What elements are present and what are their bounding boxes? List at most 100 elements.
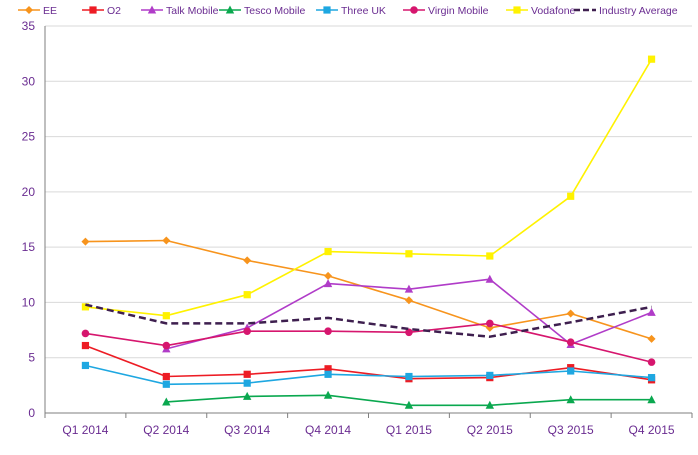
y-tick-label: 30: [22, 74, 36, 88]
x-tick-label: Q4 2014: [305, 423, 351, 437]
data-point-three-uk: [405, 372, 413, 381]
series-line-virgin-mobile: [85, 322, 652, 363]
series-line-vodafone: [85, 58, 653, 317]
legend-label: Three UK: [341, 5, 386, 17]
series-three-uk: [81, 361, 656, 388]
data-point-vodafone: [567, 192, 575, 200]
data-point-vodafone: [324, 247, 332, 256]
series-line-industry-average: [85, 303, 652, 338]
data-point-vodafone: [405, 250, 413, 258]
data-point-tesco-mobile: [566, 395, 575, 404]
data-point-three-uk: [647, 374, 656, 382]
x-axis-ticks: Q1 2014 Q2 2014 Q3 2014 Q4 2014 Q1 2015 Q2 20…: [62, 423, 674, 437]
data-point-ee: [324, 271, 333, 280]
legend-swatch-marker: [147, 5, 157, 14]
series-talk-mobile: [162, 274, 656, 353]
x-tick-label: Q1 2014: [62, 423, 108, 437]
y-tick-label: 25: [22, 130, 36, 144]
legend-swatch-marker: [89, 6, 97, 14]
data-point-ee: [243, 256, 252, 265]
legend: EE O2 Talk Mobile Tesco Mobile Three UK Virgi…: [18, 5, 678, 17]
data-point-vodafone: [81, 303, 90, 311]
legend-swatch-marker: [513, 6, 521, 14]
data-point-ee: [162, 236, 171, 245]
data-point-virgin-mobile: [566, 338, 575, 347]
data-point-tesco-mobile: [242, 391, 252, 400]
gridlines: [45, 25, 692, 359]
data-point-ee: [404, 296, 413, 305]
data-point-tesco-mobile: [485, 400, 495, 409]
data-point-virgin-mobile: [647, 358, 656, 366]
series-line-ee: [85, 239, 652, 340]
data-point-tesco-mobile: [647, 395, 656, 404]
data-point-three-uk: [567, 367, 575, 375]
series-tesco-mobile: [162, 390, 656, 409]
data-point-virgin-mobile: [405, 328, 413, 337]
data-point-virgin-mobile: [162, 341, 171, 350]
legend-item-virgin-mobile: Virgin Mobile: [403, 5, 489, 17]
x-tick-label: Q3 2015: [548, 423, 594, 437]
data-point-three-uk: [486, 371, 494, 380]
y-tick-label: 0: [28, 406, 35, 420]
legend-item-o2: O2: [82, 5, 121, 17]
x-tick-label: Q4 2015: [629, 423, 675, 437]
legend-item-three-uk: Three UK: [316, 5, 386, 17]
data-point-talk-mobile: [323, 279, 333, 288]
legend-swatch-marker: [410, 6, 418, 14]
data-point-tesco-mobile: [404, 400, 414, 409]
legend-item-talk-mobile: Talk Mobile: [141, 5, 219, 17]
series-ee: [81, 236, 656, 343]
legend-item-vodafone: Vodafone: [506, 5, 576, 17]
legend-swatch-marker: [225, 5, 235, 14]
series-vodafone: [81, 55, 656, 320]
series-line-o2: [85, 344, 652, 381]
legend-swatch-marker: [25, 6, 33, 14]
data-point-virgin-mobile: [81, 329, 90, 338]
x-tick-label: Q2 2014: [143, 423, 189, 437]
data-point-three-uk: [324, 370, 332, 378]
legend-label: O2: [107, 5, 121, 17]
legend-label: Vodafone: [531, 5, 576, 17]
data-point-tesco-mobile: [162, 397, 171, 406]
data-point-vodafone: [486, 252, 494, 260]
data-point-virgin-mobile: [243, 327, 251, 335]
data-point-talk-mobile: [647, 307, 656, 316]
data-point-tesco-mobile: [323, 390, 333, 399]
legend-label: Talk Mobile: [166, 5, 219, 17]
data-point-three-uk: [81, 361, 90, 370]
data-point-vodafone: [162, 312, 170, 320]
data-point-o2: [81, 341, 90, 350]
series-line-three-uk: [85, 364, 652, 386]
data-point-talk-mobile: [404, 284, 414, 293]
y-tick-label: 20: [22, 185, 36, 199]
legend-label: EE: [43, 5, 57, 17]
y-tick-label: 15: [22, 240, 36, 254]
data-point-virgin-mobile: [486, 319, 494, 328]
data-point-vodafone: [243, 291, 251, 299]
series-group: [81, 55, 656, 409]
y-axis-ticks: 0 5 10 15 20 25 30 35: [22, 19, 36, 420]
axes: [44, 26, 693, 418]
data-point-o2: [324, 365, 332, 373]
legend-label: Virgin Mobile: [428, 5, 489, 17]
legend-swatch-marker: [323, 6, 331, 14]
legend-item-ee: EE: [18, 5, 57, 17]
x-tick-label: Q2 2015: [467, 423, 513, 437]
y-tick-label: 35: [22, 19, 36, 33]
data-point-three-uk: [243, 379, 251, 387]
legend-label: Industry Average: [599, 5, 678, 17]
data-point-vodafone: [647, 55, 656, 63]
legend-item-tesco-mobile: Tesco Mobile: [219, 5, 305, 17]
data-point-ee: [81, 237, 90, 246]
data-point-three-uk: [162, 380, 170, 388]
data-point-virgin-mobile: [324, 327, 332, 335]
y-tick-label: 5: [28, 351, 35, 365]
x-tick-label: Q1 2015: [386, 423, 432, 437]
y-tick-label: 10: [22, 295, 36, 309]
series-industry-average: [85, 303, 652, 338]
data-point-o2: [162, 372, 170, 381]
legend-label: Tesco Mobile: [244, 5, 305, 17]
data-point-ee: [566, 309, 575, 318]
data-point-ee: [647, 334, 656, 343]
